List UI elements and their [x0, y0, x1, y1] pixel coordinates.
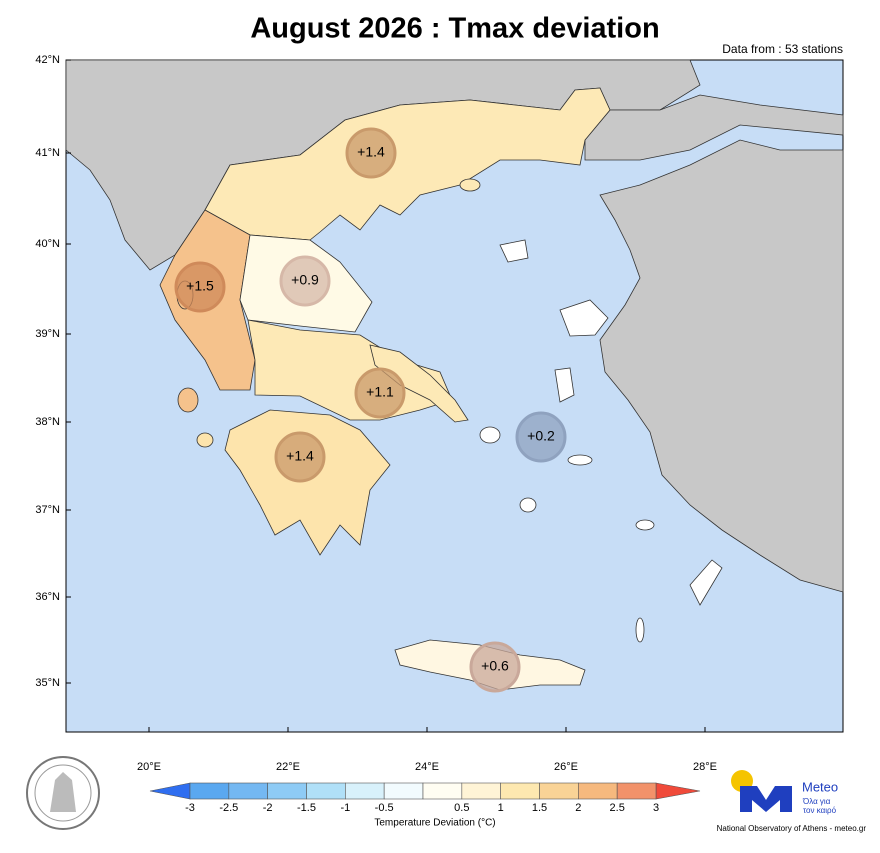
axes: 42°N 41°N 40°N 39°N 38°N 37°N 36°N 35°N 20°E 22°E…: [35, 54, 717, 773]
colorbar-tick-label: -2.5: [219, 802, 238, 814]
samos: [567, 454, 593, 466]
colorbar-segment: [228, 782, 268, 800]
region-bubbles: +1.4 +1.5 +0.9 +1.1 +1.4 +0.2 +0.6: [174, 127, 567, 693]
station-note: Data from : 53 stations: [722, 42, 843, 56]
colorbar: -3 -2.5 -2 -1.5 -1 -0.5 0.5 1 1.5 2 2.5 3: [149, 782, 701, 814]
region-value: +1.5: [186, 278, 214, 294]
lat-label: 41°N: [35, 147, 60, 159]
lon-label: 24°E: [415, 761, 439, 773]
colorbar-segment: [578, 782, 618, 800]
lat-label: 35°N: [35, 677, 60, 689]
meteo-logo: Meteo Όλα για τον καιρό: [731, 770, 838, 815]
karpathos: [635, 617, 645, 643]
brand-tagline: Όλα για: [802, 797, 831, 806]
colorbar-tick-label: 2.5: [610, 802, 625, 814]
region-value: +0.9: [291, 272, 319, 288]
colorbar-segment: [539, 782, 579, 800]
colorbar-tick-label: 2: [575, 802, 581, 814]
credit: National Observatory of Athens - meteo.g…: [717, 824, 867, 833]
region-bubble: [515, 411, 567, 463]
chios: [554, 367, 575, 403]
limnos: [499, 239, 529, 263]
colorbar-tick-label: 1: [498, 802, 504, 814]
colorbar-segment: [383, 782, 424, 800]
colorbar-segment: [422, 782, 463, 800]
colorbar-tick-label: -0.5: [375, 802, 394, 814]
colorbar-tick-label: 3: [653, 802, 659, 814]
colorbar-arrow-high: [655, 782, 701, 800]
rhodes: [689, 559, 723, 606]
map: 42°N 41°N 40°N 39°N 38°N 37°N 36°N 35°N 20°E 22°E…: [35, 54, 844, 773]
colorbar-segment: [616, 782, 657, 800]
seal-logo: [26, 756, 100, 830]
lon-label: 26°E: [554, 761, 578, 773]
region-bubble: [174, 261, 226, 313]
zakynthos: [196, 432, 214, 448]
region-bubble: [469, 641, 521, 693]
colorbar-tick-label: -3: [185, 802, 195, 814]
colorbar-tick-label: -2: [263, 802, 273, 814]
colorbar-title: Temperature Deviation (°C): [374, 818, 495, 829]
kefalonia: [177, 387, 199, 413]
lat-label: 39°N: [35, 328, 60, 340]
region-bubble: [345, 127, 397, 179]
lat-label: 40°N: [35, 238, 60, 250]
brand-name: Meteo: [802, 779, 838, 794]
colorbar-tick-label: -1: [340, 802, 350, 814]
region-value: +1.1: [366, 384, 394, 400]
colorbar-tick-label: -1.5: [297, 802, 316, 814]
thasos: [459, 178, 481, 192]
region-value: +0.6: [481, 658, 509, 674]
title: August 2026 : Tmax deviation: [250, 13, 659, 45]
region-bubble: [354, 367, 406, 419]
region-value: +1.4: [286, 448, 314, 464]
region-value: +1.4: [357, 144, 385, 160]
colorbar-segment: [500, 782, 540, 800]
lat-label: 36°N: [35, 591, 60, 603]
lat-label: 37°N: [35, 504, 60, 516]
thrace-east: [584, 94, 844, 161]
colorbar-segment: [345, 782, 385, 800]
turkey: [599, 139, 844, 593]
lon-label: 22°E: [276, 761, 300, 773]
colorbar-segment: [461, 782, 501, 800]
region-bubble: [274, 431, 326, 483]
naxos: [519, 497, 537, 513]
region-bubble: [279, 255, 331, 307]
region-value: +0.2: [527, 428, 555, 444]
lon-label: 20°E: [137, 761, 161, 773]
ikaria: [479, 426, 501, 444]
kos: [635, 519, 655, 531]
lesvos: [559, 299, 609, 337]
colorbar-segment: [306, 782, 346, 800]
lon-label: 28°E: [693, 761, 717, 773]
colorbar-segment: [267, 782, 307, 800]
macedonia-thrace: [204, 87, 611, 241]
peloponnese: [224, 409, 391, 556]
brand-tagline: τον καιρό: [803, 806, 837, 815]
colorbar-tick-label: 0.5: [454, 802, 469, 814]
colorbar-segment: [189, 782, 230, 800]
lat-label: 42°N: [35, 54, 60, 66]
lat-label: 38°N: [35, 416, 60, 428]
colorbar-tick-label: 1.5: [532, 802, 547, 814]
colorbar-arrow-low: [149, 782, 191, 800]
